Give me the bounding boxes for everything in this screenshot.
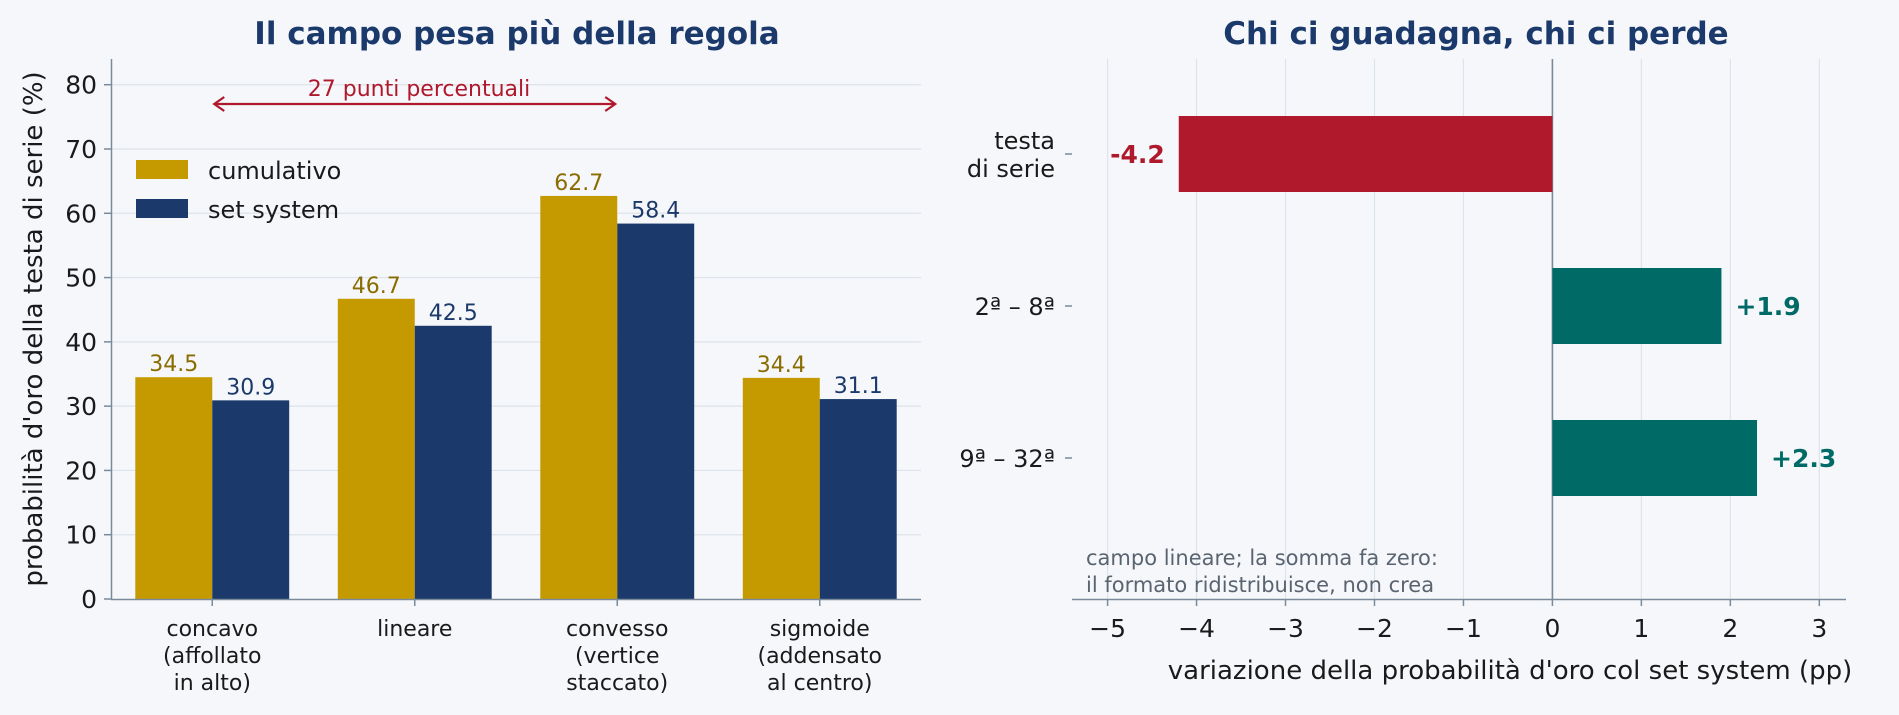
left-y-tick-label: 30 (65, 392, 97, 421)
left-y-tick-label: 10 (65, 521, 97, 550)
left-y-ticks: 0 10 20 30 40 50 60 70 80 (65, 71, 111, 614)
right-chart-title: Chi ci guadagna, chi ci perde (1223, 16, 1728, 52)
bar-value-label: 31.1 (834, 374, 883, 399)
bar-value-label: 34.4 (757, 353, 806, 378)
right-note-line-1: campo lineare; la somma fa zero: (1086, 546, 1438, 570)
legend-label-set-system: set system (208, 196, 339, 224)
left-y-tick-label: 80 (65, 71, 97, 100)
bar-value-label: 34.5 (149, 352, 198, 377)
bar-value-label: +1.9 (1735, 292, 1800, 321)
right-x-tick-label: 2 (1722, 614, 1738, 643)
left-x-tick-label: convesso (vertice staccato) (566, 617, 668, 696)
bar-set-system (617, 223, 695, 600)
bar-value-label: 42.5 (429, 301, 478, 326)
right-y-tick-label: 2ª – 8ª (975, 293, 1055, 321)
bar-value-label: 46.7 (352, 274, 401, 299)
bar-value-label: 30.9 (226, 375, 275, 400)
bar-value-label: 58.4 (631, 199, 680, 224)
left-x-tick-label: lineare (377, 617, 452, 642)
right-x-tick-label: 3 (1811, 614, 1827, 643)
right-x-tick-label: −1 (1445, 614, 1482, 643)
bar-loss (1178, 116, 1553, 192)
left-chart-title: Il campo pesa più della regola (254, 16, 779, 52)
annotation-label: 27 punti percentuali (308, 77, 530, 102)
left-y-tick-label: 20 (65, 456, 97, 485)
bar-set-system (414, 325, 492, 599)
legend-swatch-cumulativo (136, 160, 188, 179)
annotation-arrowhead-left (212, 96, 225, 112)
annotation: 27 punti percentuali (212, 77, 618, 112)
left-y-tick-label: 0 (81, 585, 97, 614)
right-x-tick-label: 1 (1633, 614, 1649, 643)
right-y-tick-label: 9ª – 32ª (959, 445, 1055, 473)
bar-cumulativo (742, 377, 820, 599)
right-x-tick-label: −4 (1178, 614, 1215, 643)
left-x-ticks: concavo (affollato in alto) lineare convesso… (163, 599, 882, 696)
bar-set-system (212, 400, 290, 599)
legend: cumulativo set system (136, 157, 341, 224)
bar-gain (1552, 420, 1758, 496)
legend-label-cumulativo: cumulativo (208, 157, 341, 185)
bar-value-label: -4.2 (1110, 140, 1165, 169)
left-y-axis-label: probabilità d'oro della testa di serie (… (19, 71, 49, 586)
right-x-ticks: −5 −4 −3 −2 −1 0 1 2 3 (1089, 599, 1827, 643)
left-bars: 34.5 30.9 46.7 42.5 62.7 58.4 34.4 31.1 (135, 171, 897, 600)
bar-value-label: 62.7 (554, 171, 603, 196)
right-note-line-2: il formato ridistribuisce, non crea (1086, 573, 1434, 597)
bar-cumulativo (337, 298, 415, 599)
left-y-tick-label: 50 (65, 264, 97, 293)
right-chart: Chi ci guadagna, chi ci perde -4.2 +1.9 +2… (959, 16, 1852, 686)
bar-gain (1552, 268, 1722, 344)
bar-set-system (819, 399, 897, 599)
legend-swatch-set-system (136, 199, 188, 218)
right-x-tick-label: 0 (1544, 614, 1560, 643)
right-bars: -4.2 +1.9 +2.3 (1110, 116, 1836, 496)
left-y-tick-label: 60 (65, 199, 97, 228)
right-x-tick-label: −2 (1356, 614, 1393, 643)
left-y-tick-label: 70 (65, 135, 97, 164)
left-chart: Il campo pesa più della regola 34.5 30.9 4… (19, 16, 921, 696)
left-x-tick-label: sigmoide (addensato al centro) (757, 617, 882, 696)
left-x-tick-label: concavo (affollato in alto) (163, 617, 261, 696)
bar-value-label: +2.3 (1771, 444, 1836, 473)
bar-cumulativo (135, 377, 213, 599)
annotation-arrowhead-right (604, 96, 618, 112)
left-axes (110, 59, 921, 601)
bar-cumulativo (540, 195, 618, 599)
right-x-tick-label: −5 (1089, 614, 1126, 643)
right-y-ticks: testa di serie 2ª – 8ª 9ª – 32ª (959, 127, 1072, 473)
left-y-tick-label: 40 (65, 328, 97, 357)
right-x-tick-label: −3 (1267, 614, 1304, 643)
right-y-tick-label: testa di serie (967, 127, 1055, 183)
right-x-axis-label: variazione della probabilità d'oro col s… (1168, 656, 1852, 686)
